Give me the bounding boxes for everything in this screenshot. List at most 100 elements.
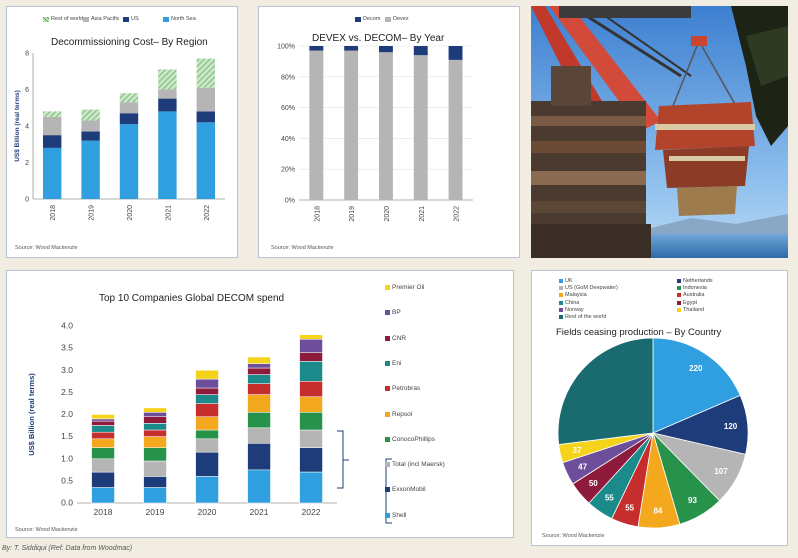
- x-tick-label: 2021: [250, 507, 269, 517]
- legend-swatch: [559, 286, 563, 291]
- region-chart: 0 2 4 6 8 2018 2019 2020 2021 2022 US$ Billion (re…: [14, 51, 225, 221]
- y-tick-label: 6: [25, 87, 29, 94]
- y-tick-label: 0: [25, 197, 29, 204]
- x-tick-label: 2018: [94, 507, 113, 517]
- legend-label: ExxonMobil: [392, 486, 426, 494]
- region-chart-title: Decommissioning Cost– By Region: [51, 37, 208, 48]
- companies-chart-title: Top 10 Companies Global DECOM spend: [99, 293, 285, 304]
- pie-label-australia: 55: [625, 503, 634, 512]
- y-tick-label: 100%: [277, 44, 295, 51]
- bar-decom-2019: [344, 46, 359, 51]
- bar-shell-2019: [143, 487, 167, 504]
- x-tick-label: 2021: [165, 205, 172, 221]
- bar-total-incl-maersk-2020: [195, 438, 219, 453]
- legend-label: Petrobras: [392, 385, 421, 393]
- x-tick-label: 2020: [198, 507, 217, 517]
- bar-us-2019: [81, 131, 100, 141]
- bar-cnr-2019: [143, 416, 167, 424]
- legend-item-us-gom-deepwater: US (GoM Deepwater): [559, 285, 618, 291]
- bar-decom-2022: [448, 46, 463, 60]
- bar-repsol-2019: [143, 436, 167, 448]
- legend-swatch: [385, 487, 390, 493]
- region-chart-source: Source: Wood Mackenzie: [15, 245, 78, 251]
- bar-asia-pacific-2019: [81, 120, 100, 132]
- legend-item-decom: Decom: [355, 16, 380, 22]
- legend-swatch: [385, 360, 390, 366]
- y-tick-label: 3.0: [61, 365, 73, 375]
- bar-us-2020: [119, 113, 139, 125]
- pie-label-netherlands: 120: [724, 422, 738, 431]
- x-tick-label: 2021: [419, 206, 426, 222]
- bar-decom-2020: [379, 46, 393, 53]
- legend-swatch: [677, 279, 681, 283]
- legend-label: US: [131, 16, 139, 22]
- pie-slice-uk: [652, 337, 741, 434]
- pie-label-egypt: 50: [589, 479, 598, 488]
- y-tick-label: 3.5: [61, 343, 73, 353]
- legend-label: Rest of world: [51, 16, 84, 22]
- legend-swatch: [385, 310, 390, 316]
- bar-premier-oil-2018: [91, 414, 115, 420]
- bar-cnr-2021: [247, 367, 271, 375]
- bar-petrobras-2021: [247, 383, 271, 395]
- legend-item-bp: BP: [385, 309, 401, 316]
- bar-premier-oil-2022: [299, 334, 323, 340]
- legend-item-thailand: Thailand: [677, 307, 704, 313]
- bar-rest-of-world-2018: [43, 111, 62, 117]
- companies-chart-source: Source: Wood Mackenzie: [15, 527, 78, 533]
- legend-swatch: [43, 16, 49, 22]
- bar-conocophillips-2021: [247, 412, 271, 429]
- bar-total-incl-maersk-2019: [143, 460, 167, 477]
- legend-item-north-sea: North Sea: [163, 16, 196, 22]
- legend-label: Devex: [393, 16, 409, 22]
- x-tick-label: 2020: [127, 205, 134, 221]
- legend-swatch: [559, 279, 563, 283]
- country-chart-source: Source: Wood Mackenzie: [542, 533, 605, 539]
- bar-bp-2019: [143, 412, 167, 417]
- legend-label: Netherlands: [683, 278, 713, 284]
- legend-item-china: China: [559, 300, 579, 306]
- pie-label-uk: 220: [689, 364, 703, 373]
- legend-item-devex: Devex: [385, 16, 409, 22]
- legend-label: Decom: [363, 16, 381, 22]
- legend-label: US (GoM Deepwater): [565, 285, 618, 292]
- x-tick-label: 2019: [89, 205, 96, 221]
- bar-devex-2021: [413, 55, 428, 201]
- legend-label: Indonesia: [683, 285, 707, 292]
- legend-swatch: [559, 300, 563, 305]
- y-tick-label: 40%: [281, 136, 295, 143]
- legend-swatch: [385, 411, 390, 417]
- y-tick-label: 1.0: [61, 453, 73, 463]
- bar-conocophillips-2022: [299, 412, 323, 431]
- y-tick-label: 0.0: [61, 498, 73, 508]
- y-tick-label: 8: [25, 51, 29, 58]
- bar-repsol-2021: [247, 394, 271, 413]
- bar-total-incl-maersk-2021: [247, 427, 271, 444]
- bar-petrobras-2020: [195, 403, 219, 417]
- y-tick-label: 2.0: [61, 409, 73, 419]
- bar-petrobras-2022: [299, 381, 323, 398]
- legend-item-rest-of-world: Rest of world: [43, 16, 83, 22]
- country-chart-panel: 220 120 107 93 84 55 55 50 47 37 Fields ceasing p…: [531, 270, 788, 546]
- bar-asia-pacific-2020: [119, 102, 139, 114]
- legend-label: Thailand: [683, 306, 705, 313]
- region-chart-panel: 0 2 4 6 8 2018 2019 2020 2021 2022 US$ Billion (re…: [6, 6, 238, 258]
- legend-label: ConocoPhillips: [392, 435, 435, 443]
- bar-asia-pacific-2022: [196, 87, 215, 112]
- bar-conocophillips-2020: [195, 429, 219, 440]
- legend-item-premier-oil: Premier Oil: [385, 284, 425, 291]
- devex-chart-panel: 0% 20% 40% 60% 80% 100% 2018 2019 2020 2021 2022 D…: [258, 6, 520, 258]
- bar-us-2021: [158, 98, 177, 112]
- legend-item-eni: Eni: [385, 360, 401, 367]
- bar-north-sea-2018: [43, 147, 62, 199]
- bar-repsol-2020: [195, 416, 219, 431]
- legend-label: UK: [565, 278, 573, 284]
- bar-devex-2020: [379, 52, 393, 201]
- legend-item-conocophillips: ConocoPhillips: [385, 436, 435, 443]
- legend-label: CNR: [392, 334, 407, 342]
- bar-us-2018: [43, 135, 62, 148]
- legend-swatch: [677, 307, 681, 312]
- y-tick-label: 0.5: [61, 475, 73, 485]
- legend-label: BP: [392, 309, 401, 317]
